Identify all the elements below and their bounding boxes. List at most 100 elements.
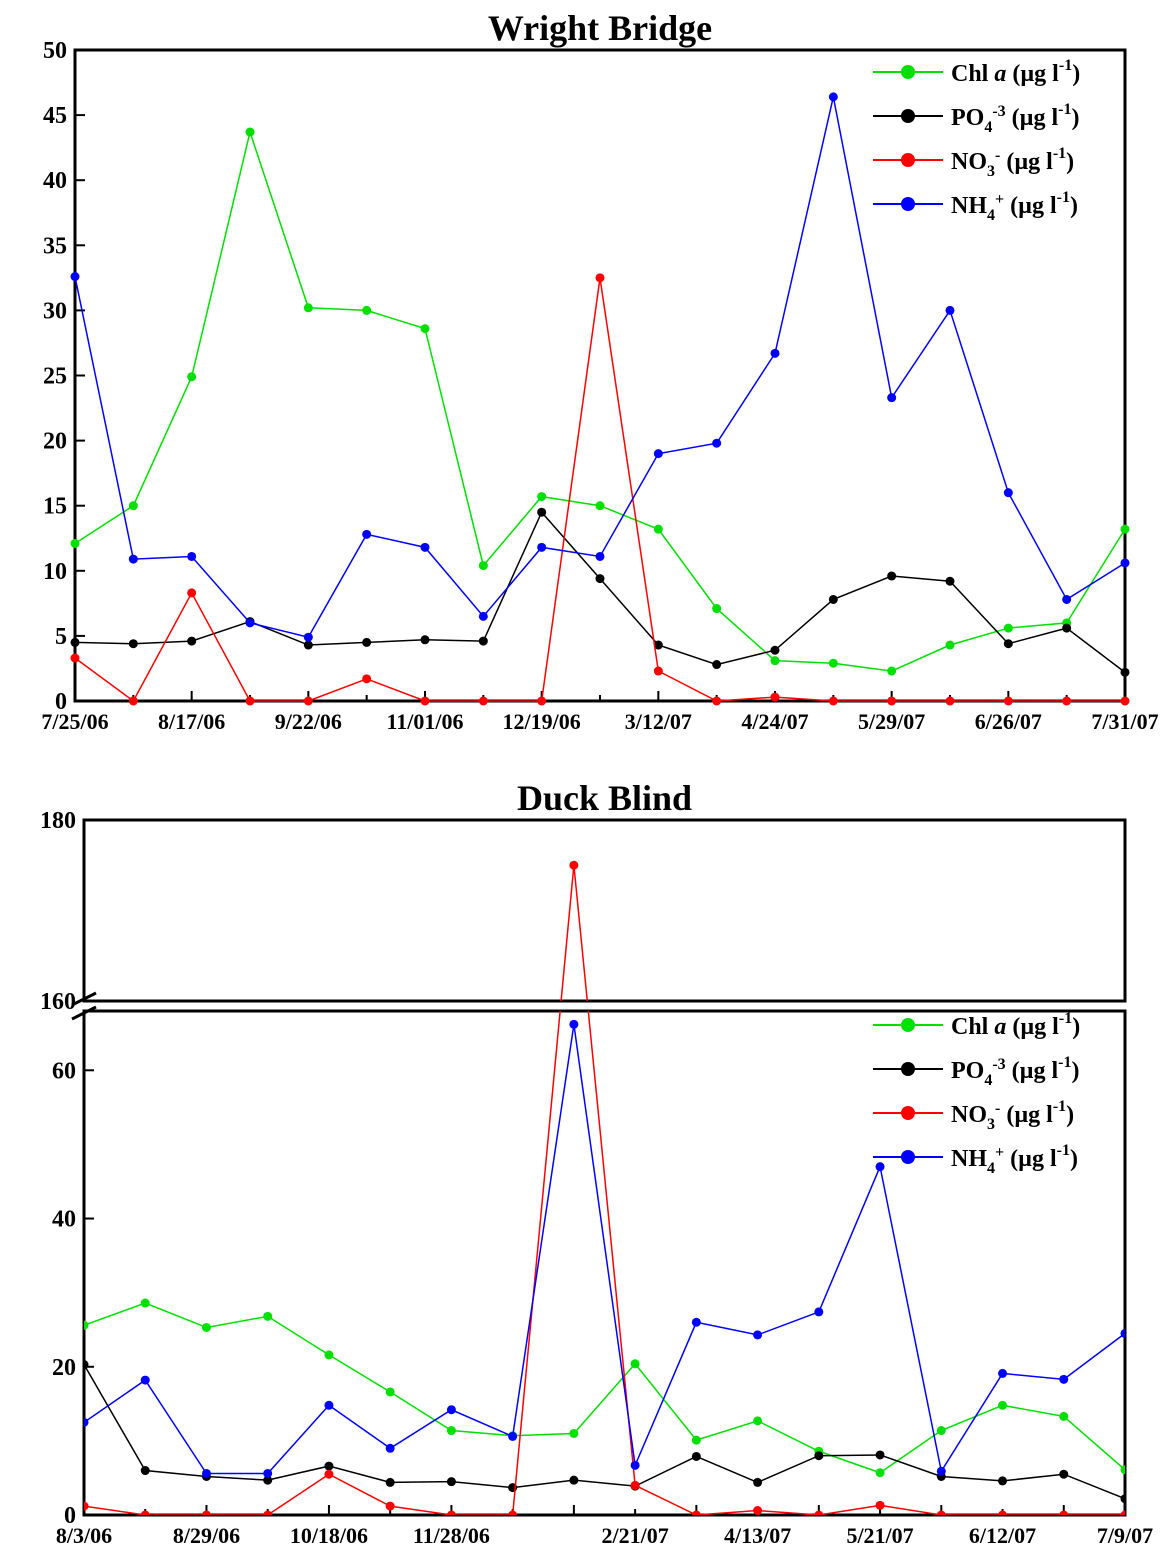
legend-subscript: 4 bbox=[987, 207, 995, 224]
data-point bbox=[70, 653, 80, 663]
data-point bbox=[770, 348, 780, 358]
legend-text: ) bbox=[1071, 105, 1079, 131]
data-point bbox=[70, 272, 80, 282]
legend-text: Chl bbox=[951, 1014, 994, 1040]
data-point bbox=[84, 1417, 89, 1427]
data-point bbox=[828, 92, 838, 102]
data-point bbox=[478, 696, 488, 706]
data-point bbox=[936, 1426, 946, 1436]
data-point bbox=[770, 656, 780, 666]
data-point bbox=[887, 666, 897, 676]
legend-label: NO3- (µg l-1) bbox=[951, 1098, 1074, 1133]
x-tick-label: 6/26/07 bbox=[975, 709, 1042, 734]
data-point bbox=[362, 529, 372, 539]
chart-wright-bridge: Wright Bridge 0 5 10 15 20 25 30 35 40 45 50 7/25/06… bbox=[41, 8, 1158, 734]
data-point bbox=[875, 1500, 885, 1510]
legend-text: (µg l bbox=[1010, 1146, 1057, 1172]
legend-text: (µg l bbox=[1010, 193, 1057, 219]
legend-swatch-marker bbox=[901, 1018, 915, 1032]
data-point bbox=[446, 1477, 456, 1487]
data-point bbox=[128, 696, 138, 706]
legend-label: Chl a (µg l-1) bbox=[951, 57, 1080, 87]
data-point bbox=[201, 1468, 211, 1478]
data-point bbox=[1120, 1494, 1125, 1504]
legend-text: NH bbox=[951, 193, 987, 219]
legend-swatch-marker bbox=[901, 153, 915, 167]
series-nh4-g-l-1 bbox=[70, 92, 1130, 642]
y-tick-label: 15 bbox=[43, 494, 67, 520]
data-point bbox=[1120, 1465, 1125, 1475]
data-point bbox=[187, 551, 197, 561]
legend-superscript: -1 bbox=[1059, 1010, 1072, 1027]
data-point bbox=[420, 324, 430, 334]
data-point bbox=[537, 507, 547, 517]
y-tick-label: 5 bbox=[55, 624, 67, 650]
legend-superscript: -1 bbox=[1059, 57, 1072, 74]
data-point bbox=[70, 538, 80, 548]
legend-label: NO3- (µg l-1) bbox=[951, 145, 1074, 180]
legend-text: ) bbox=[1072, 61, 1080, 87]
data-point bbox=[446, 1510, 456, 1515]
series-line bbox=[74, 277, 1125, 703]
data-point bbox=[324, 1469, 334, 1479]
data-point bbox=[712, 660, 722, 670]
data-point bbox=[936, 1510, 946, 1515]
data-point bbox=[140, 1466, 150, 1476]
legend-text: (µg l bbox=[1012, 61, 1059, 87]
data-point bbox=[945, 576, 955, 586]
data-point bbox=[1059, 1411, 1069, 1421]
data-point bbox=[1062, 594, 1072, 604]
legend-subscript: 3 bbox=[987, 163, 995, 180]
y-tick-label: 40 bbox=[43, 168, 67, 194]
data-point bbox=[263, 1311, 273, 1321]
data-point bbox=[362, 305, 372, 315]
series-line bbox=[84, 1302, 1125, 1474]
legend-text: ) bbox=[1071, 1058, 1079, 1084]
data-point bbox=[1059, 1510, 1069, 1515]
data-point bbox=[998, 1400, 1008, 1410]
data-point bbox=[385, 1387, 395, 1397]
series-line bbox=[84, 1364, 1125, 1500]
data-point bbox=[753, 1416, 763, 1426]
data-point bbox=[875, 1162, 885, 1172]
data-point bbox=[887, 696, 897, 706]
data-point bbox=[814, 1451, 824, 1461]
plot-frame-lower bbox=[82, 1009, 1127, 1517]
data-point bbox=[753, 1330, 763, 1340]
data-point bbox=[1120, 1328, 1125, 1338]
legend-superscript: - bbox=[995, 1100, 1000, 1117]
data-point bbox=[187, 372, 197, 382]
series-po4-3-g-l-1 bbox=[70, 507, 1130, 677]
series-line bbox=[84, 1024, 1125, 1475]
axis-break-mark bbox=[71, 991, 97, 1007]
legend-superscript: -3 bbox=[992, 103, 1005, 120]
data-point bbox=[691, 1435, 701, 1445]
legend-label: NH4+ (µg l-1) bbox=[951, 1142, 1078, 1177]
data-point bbox=[84, 1320, 89, 1330]
axis-break-mark bbox=[71, 1005, 97, 1021]
data-point bbox=[1059, 1469, 1069, 1479]
data-point bbox=[1003, 696, 1013, 706]
data-point bbox=[630, 1480, 640, 1490]
legend-subscript: 3 bbox=[987, 1116, 995, 1133]
legend-italic: a bbox=[994, 1014, 1006, 1040]
data-point bbox=[653, 524, 663, 534]
legend-swatch-marker bbox=[901, 65, 915, 79]
data-point bbox=[691, 1317, 701, 1327]
data-point bbox=[128, 501, 138, 511]
data-point bbox=[1120, 696, 1130, 706]
data-point bbox=[569, 1475, 579, 1485]
legend: Chl a (µg l-1)PO4-3 (µg l-1)NO3- (µg l-1… bbox=[873, 57, 1080, 224]
data-point bbox=[753, 1477, 763, 1487]
legend-superscript: + bbox=[995, 191, 1004, 208]
data-point bbox=[691, 1510, 701, 1515]
data-point bbox=[945, 305, 955, 315]
data-point bbox=[814, 1510, 824, 1515]
data-point bbox=[1120, 524, 1130, 534]
data-point bbox=[478, 636, 488, 646]
data-point bbox=[446, 1426, 456, 1436]
data-point bbox=[1003, 639, 1013, 649]
legend-text: ) bbox=[1066, 149, 1074, 175]
data-point bbox=[595, 574, 605, 584]
